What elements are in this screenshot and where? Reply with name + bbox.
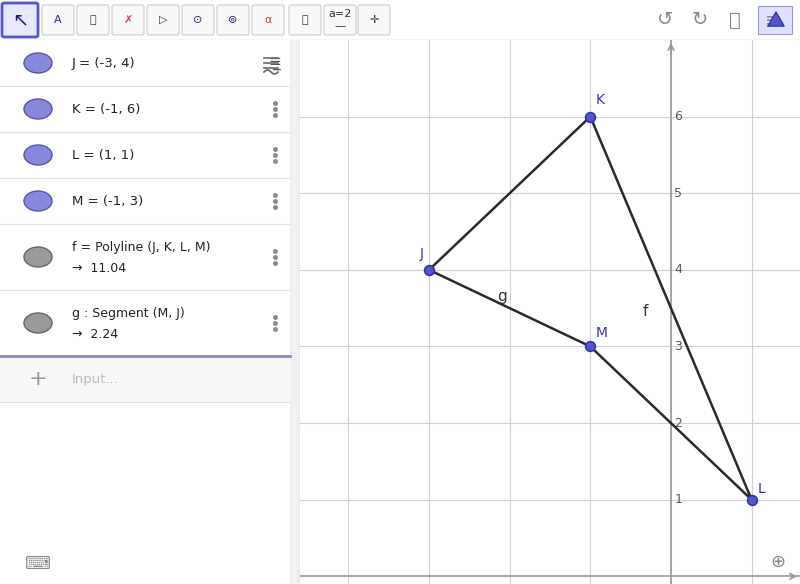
Text: 2: 2 (674, 416, 682, 430)
Ellipse shape (24, 313, 52, 333)
Text: 5: 5 (674, 187, 682, 200)
Text: L: L (758, 482, 765, 496)
Text: 3: 3 (674, 340, 682, 353)
Bar (0, 290, 290, 356)
Text: 1: 1 (674, 493, 682, 506)
Bar (0, 178, 290, 224)
Text: ↖: ↖ (12, 11, 28, 30)
Text: 6: 6 (674, 110, 682, 123)
Ellipse shape (24, 145, 52, 165)
Bar (758, 6, 792, 34)
Text: ✗: ✗ (123, 15, 133, 25)
Ellipse shape (24, 99, 52, 119)
Text: f: f (642, 304, 648, 319)
Text: ⟍: ⟍ (302, 15, 308, 25)
Text: K = (-1, 6): K = (-1, 6) (72, 103, 140, 116)
FancyBboxPatch shape (2, 3, 38, 37)
Text: →  11.04: → 11.04 (72, 262, 126, 276)
Bar (0, 224, 290, 290)
Text: M = (-1, 3): M = (-1, 3) (72, 194, 143, 207)
Text: J: J (419, 246, 423, 260)
FancyBboxPatch shape (182, 5, 214, 35)
Text: ⟋: ⟋ (90, 15, 96, 25)
Text: a=2
—: a=2 — (328, 9, 352, 31)
Text: g: g (498, 288, 507, 304)
Text: J = (-3, 4): J = (-3, 4) (72, 57, 136, 69)
Bar (0, 356, 290, 402)
Text: f = Polyline (J, K, L, M): f = Polyline (J, K, L, M) (72, 241, 210, 253)
Text: ▷: ▷ (158, 15, 167, 25)
Ellipse shape (24, 247, 52, 267)
Ellipse shape (24, 53, 52, 73)
FancyBboxPatch shape (217, 5, 249, 35)
FancyBboxPatch shape (77, 5, 109, 35)
Text: +: + (29, 369, 47, 389)
Text: ⊙: ⊙ (194, 15, 202, 25)
Text: Input...: Input... (72, 373, 119, 385)
Text: →  2.24: → 2.24 (72, 328, 118, 342)
Text: 🔍: 🔍 (729, 11, 741, 30)
FancyBboxPatch shape (147, 5, 179, 35)
Bar (0, 86, 290, 132)
Text: A: A (54, 15, 62, 25)
FancyBboxPatch shape (358, 5, 390, 35)
FancyBboxPatch shape (112, 5, 144, 35)
Text: ↺: ↺ (657, 11, 673, 30)
Text: L = (1, 1): L = (1, 1) (72, 148, 134, 162)
Text: g : Segment (M, J): g : Segment (M, J) (72, 307, 185, 319)
Bar (290, 40, 300, 584)
Polygon shape (768, 12, 784, 26)
Text: ⊚: ⊚ (228, 15, 238, 25)
Ellipse shape (24, 191, 52, 211)
FancyBboxPatch shape (42, 5, 74, 35)
Text: 4: 4 (674, 263, 682, 276)
Text: ≡̲: ≡̲ (269, 55, 282, 71)
Text: ⌨: ⌨ (25, 555, 51, 573)
FancyBboxPatch shape (289, 5, 321, 35)
Bar (0, 40, 290, 86)
Text: ↻: ↻ (692, 11, 708, 30)
Text: ✛: ✛ (370, 15, 378, 25)
Text: K: K (596, 93, 605, 107)
Text: ⊕: ⊕ (770, 552, 785, 571)
Text: α: α (264, 15, 272, 25)
Bar (0, 132, 290, 178)
FancyBboxPatch shape (252, 5, 284, 35)
FancyBboxPatch shape (324, 5, 356, 35)
Text: ≡: ≡ (765, 11, 781, 30)
Text: M: M (596, 326, 608, 340)
